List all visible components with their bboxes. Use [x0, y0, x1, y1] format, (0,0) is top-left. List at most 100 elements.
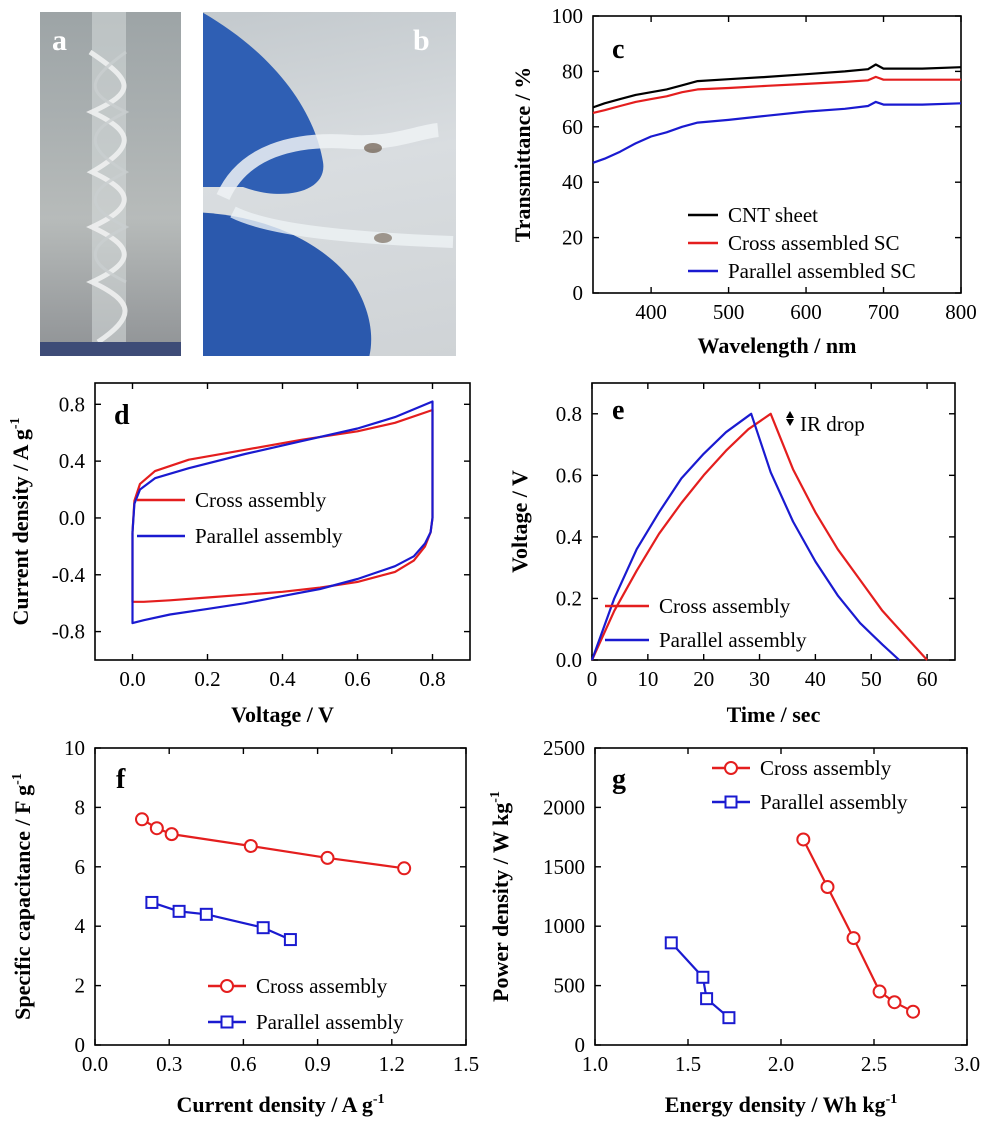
y-tick-label: 500 — [554, 974, 586, 998]
y-axis-label: Voltage / V — [507, 470, 532, 573]
y-tick-label: 100 — [552, 4, 584, 28]
data-point — [820, 879, 835, 894]
legend-label-0: Cross assembly — [760, 756, 892, 780]
data-point — [134, 812, 149, 827]
data-point — [906, 1004, 921, 1019]
y-tick-label: 6 — [75, 855, 86, 879]
photo-a-illustration — [40, 12, 181, 356]
y-tick-label: 0.8 — [556, 402, 582, 426]
series-line-0 — [592, 63, 962, 109]
series-line-0 — [141, 818, 405, 870]
x-tick-label: 40 — [805, 667, 826, 691]
data-point — [397, 861, 412, 876]
y-axis-label: Current density / A g-1 — [8, 417, 33, 625]
y-tick-label: 0 — [573, 281, 584, 305]
panel-f-capacitance-chart: 0.0 0.3 0.6 0.9 1.2 1.5 0 2 4 6 8 10 Current density… — [10, 736, 479, 1117]
y-tick-label: 8 — [75, 795, 86, 819]
data-point — [199, 907, 213, 921]
x-tick-label: 0.0 — [119, 667, 145, 691]
y-tick-label: 0.0 — [556, 648, 582, 672]
x-tick-label: 0.2 — [194, 667, 220, 691]
series-line-0 — [590, 412, 928, 661]
x-axis-label: Energy density / Wh kg-1 — [665, 1092, 898, 1117]
plot-frame — [94, 747, 467, 1046]
series-line-1 — [590, 412, 900, 661]
data-point — [320, 850, 335, 865]
legend-label-0: CNT sheet — [728, 203, 818, 227]
data-point — [256, 921, 270, 935]
plot-frame — [591, 382, 956, 661]
y-axis-label: Specific capacitance / F g-1 — [10, 773, 35, 1020]
y-tick-label: 0.4 — [556, 525, 583, 549]
y-tick-label: 0 — [75, 1033, 86, 1057]
series-line-1 — [670, 942, 730, 1019]
panel-e-gcd-chart: 0 10 20 30 40 50 60 0.0 0.2 0.4 0.6 0.8 Time / sec Vo… — [507, 382, 956, 727]
y-tick-label: 0.0 — [59, 506, 85, 530]
data-point — [696, 970, 710, 984]
data-point — [164, 827, 179, 842]
photo-b-illustration — [203, 12, 454, 356]
legend-label-0: Cross assembly — [195, 488, 327, 512]
legend-marker-1 — [220, 1015, 234, 1029]
x-tick-label: 1.5 — [453, 1052, 479, 1076]
y-tick-label: 0.8 — [59, 392, 85, 416]
y-tick-label: -0.8 — [52, 620, 85, 644]
data-point — [700, 992, 714, 1006]
x-axis-label: Wavelength / nm — [698, 333, 857, 358]
data-point — [145, 895, 159, 909]
x-tick-label: 0.3 — [156, 1052, 182, 1076]
x-tick-label: 0.8 — [419, 667, 445, 691]
panel-letter: f — [116, 764, 126, 795]
x-tick-label: 10 — [637, 667, 658, 691]
data-point — [243, 839, 258, 854]
y-tick-label: 2 — [75, 974, 86, 998]
y-axis-label: Transmittance / % — [510, 67, 535, 243]
data-point — [283, 933, 297, 947]
x-tick-label: 500 — [713, 300, 745, 324]
x-tick-label: 20 — [693, 667, 714, 691]
y-tick-label: 80 — [562, 59, 583, 83]
x-tick-label: 800 — [945, 300, 977, 324]
x-tick-label: 0.9 — [304, 1052, 330, 1076]
photo-a-twisted-supercapacitor: a — [40, 12, 181, 356]
x-tick-label: 50 — [861, 667, 882, 691]
x-tick-label: 0.6 — [344, 667, 370, 691]
x-tick-label: 2.5 — [861, 1052, 887, 1076]
y-tick-label: 10 — [64, 736, 85, 760]
legend-label-1: Parallel assembly — [256, 1010, 404, 1034]
photo-b-bent-supercapacitor: b — [203, 12, 456, 356]
legend-label-1: Parallel assembly — [659, 628, 807, 652]
y-tick-label: 20 — [562, 226, 583, 250]
x-tick-label: 60 — [917, 667, 938, 691]
x-tick-label: 1.0 — [582, 1052, 608, 1076]
data-point — [846, 931, 861, 946]
x-tick-label: 0.4 — [269, 667, 296, 691]
x-tick-label: 30 — [749, 667, 770, 691]
x-tick-label: 1.2 — [379, 1052, 405, 1076]
y-tick-label: 0.4 — [59, 449, 86, 473]
y-axis-label: Power density / W kg-1 — [488, 791, 513, 1002]
data-point — [664, 936, 678, 950]
data-point — [887, 995, 902, 1010]
y-tick-label: 0.2 — [556, 586, 582, 610]
data-point — [172, 904, 186, 918]
x-tick-label: 0.6 — [230, 1052, 256, 1076]
x-tick-label: 1.5 — [675, 1052, 701, 1076]
legend-marker-1 — [724, 795, 738, 809]
y-tick-label: 0 — [575, 1033, 586, 1057]
x-tick-label: 400 — [635, 300, 667, 324]
legend-marker-0 — [220, 979, 234, 993]
series-line-1 — [131, 400, 434, 625]
x-tick-label: 0 — [587, 667, 598, 691]
data-point — [149, 821, 164, 836]
panel-g-ragone-chart: 1.0 1.5 2.0 2.5 3.0 0 500 1000 1500 2000 2500 Energ… — [488, 736, 980, 1117]
x-axis-label: Voltage / V — [231, 702, 334, 727]
y-tick-label: 4 — [75, 914, 86, 938]
y-tick-label: 2500 — [543, 736, 585, 760]
photo-a-label: a — [52, 24, 67, 57]
photo-b-label: b — [413, 24, 430, 57]
panel-d-cv-chart: 0.0 0.2 0.4 0.6 0.8 -0.8 -0.4 0.0 0.4 0.8 Voltage … — [8, 382, 471, 727]
legend-label-1: Cross assembled SC — [728, 231, 900, 255]
y-tick-label: 1500 — [543, 855, 585, 879]
